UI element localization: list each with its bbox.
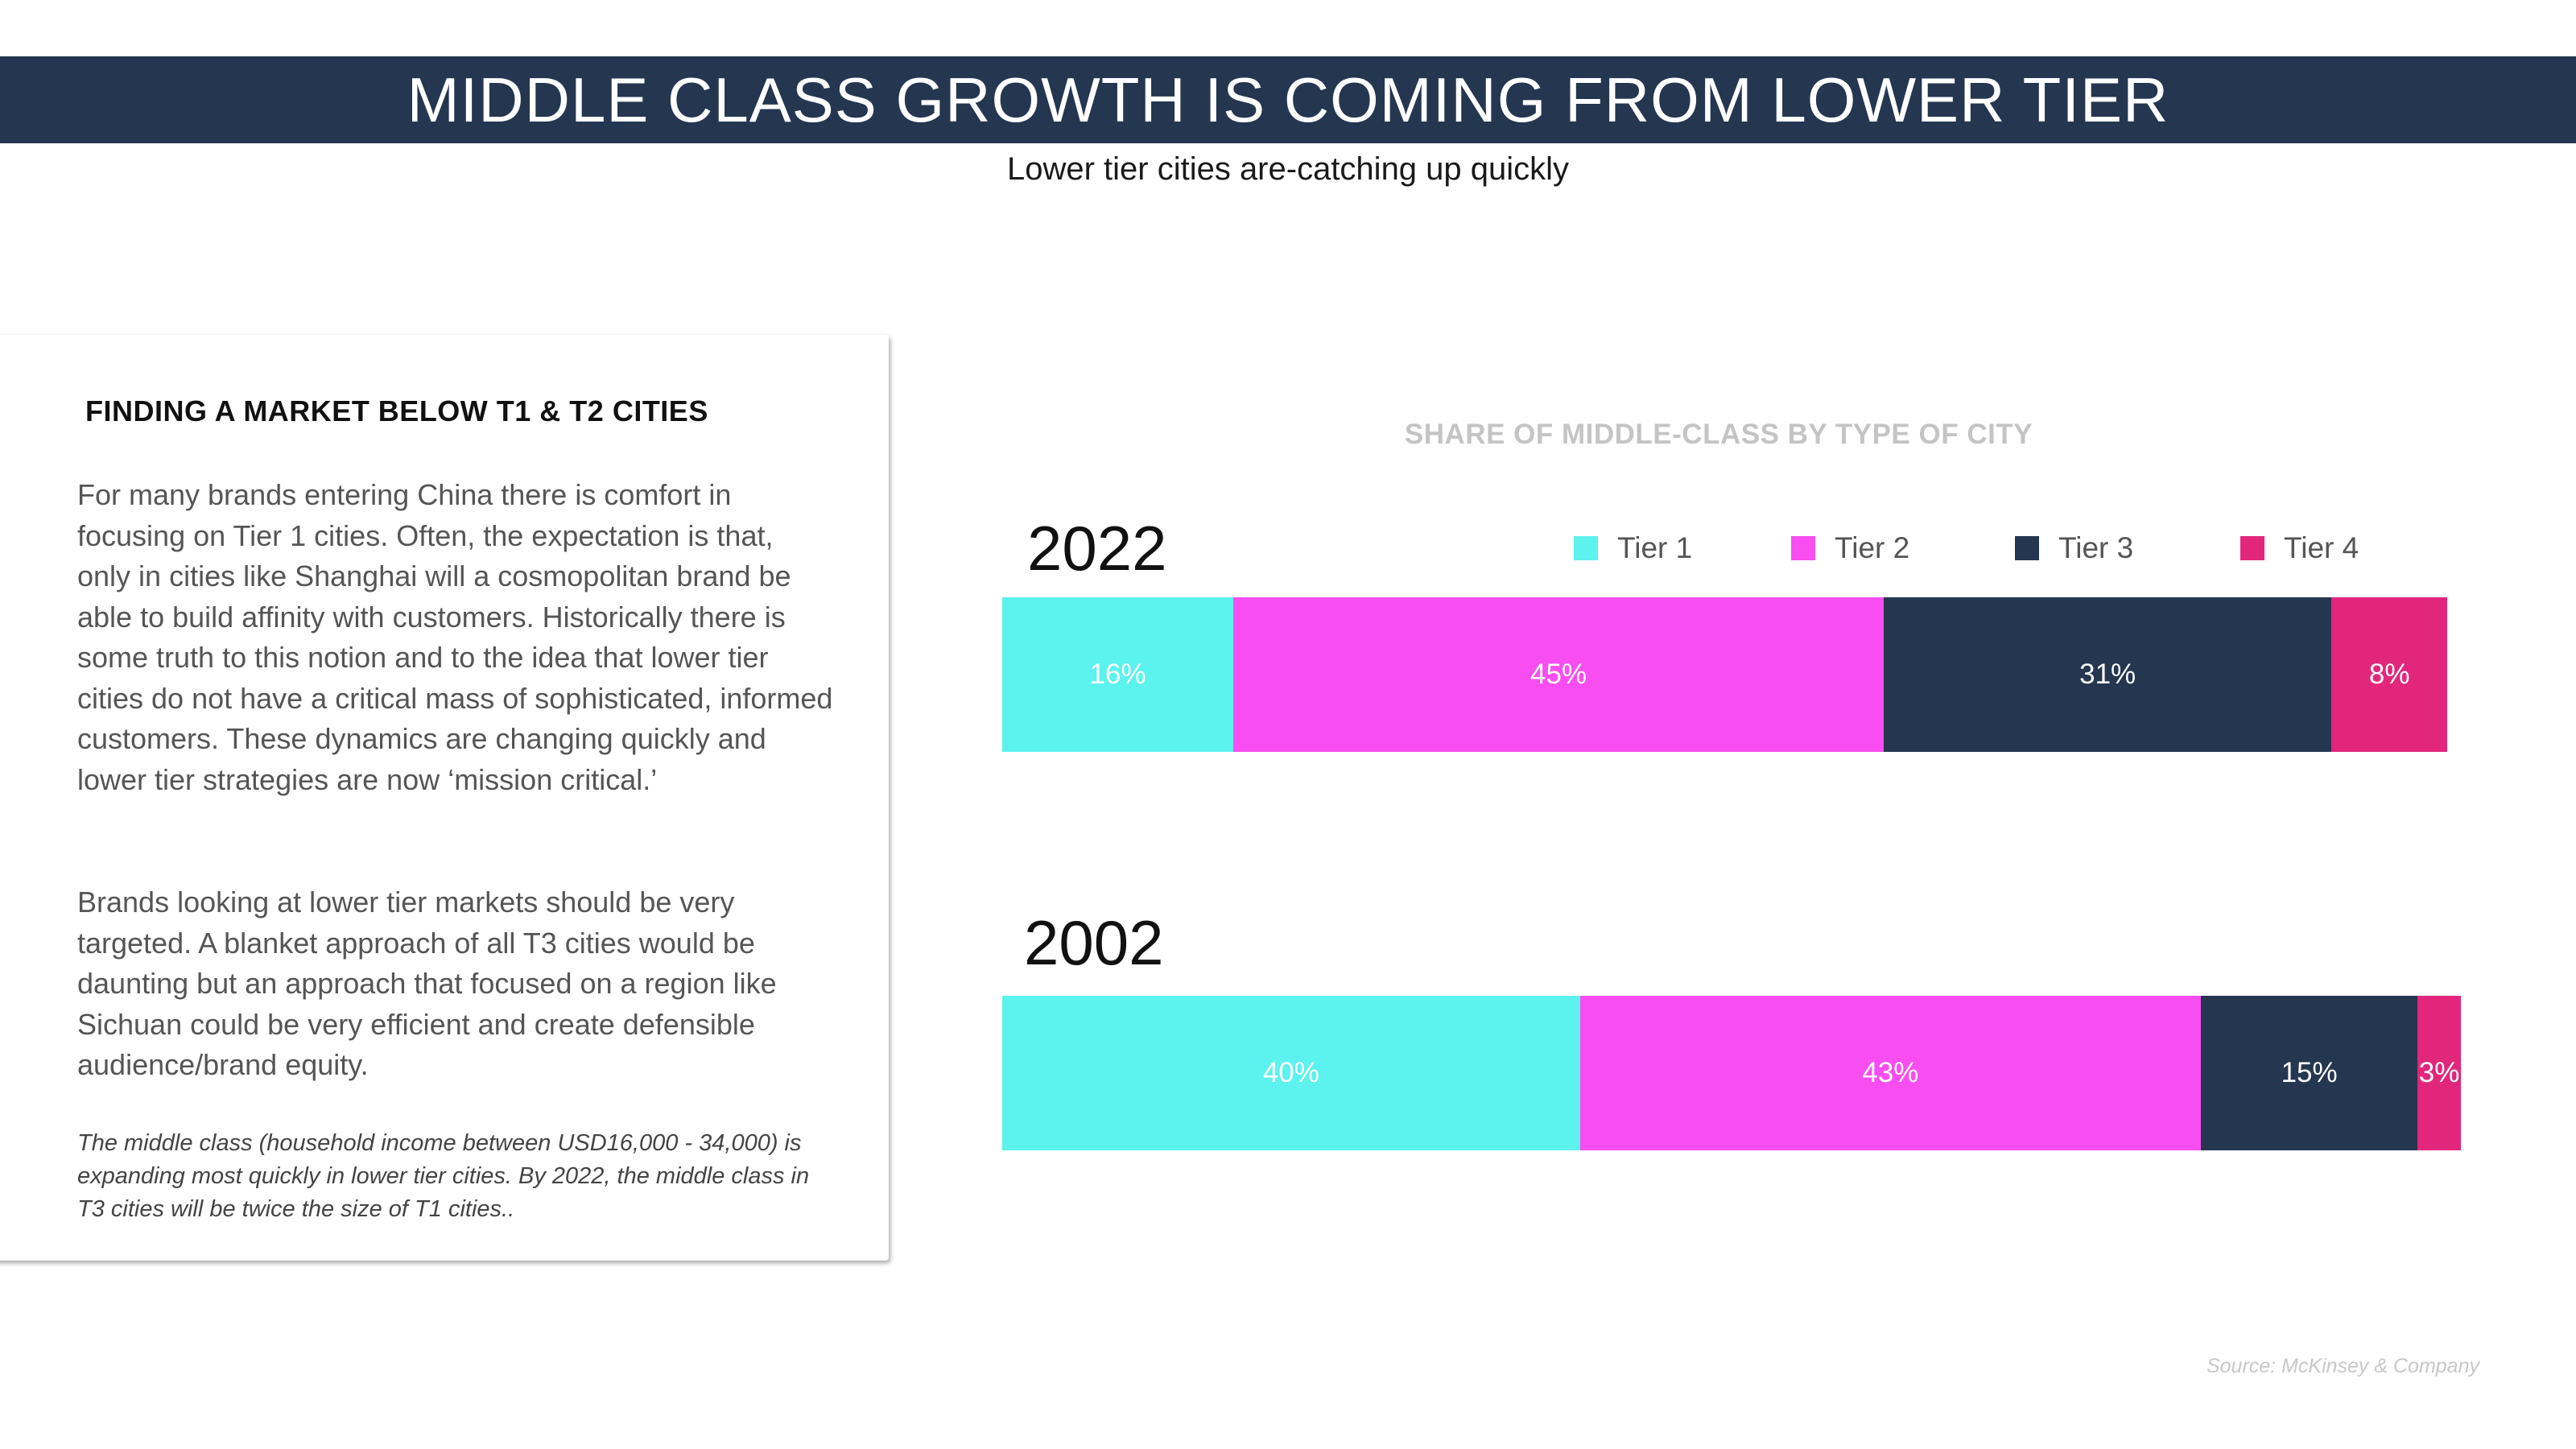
legend-swatch-tier1 (1574, 536, 1598, 560)
legend-label-tier1: Tier 1 (1617, 531, 1693, 564)
legend-label-tier4: Tier 4 (2284, 531, 2359, 564)
bar-segment-2002-tier2: 43% (1579, 996, 2202, 1150)
card-footnote: The middle class (household income betwe… (77, 1130, 810, 1222)
info-card (0, 335, 889, 1261)
legend-swatch-tier2 (1791, 536, 1815, 560)
legend-swatch-tier4 (2240, 536, 2264, 560)
data-label-2002-tier4: 3% (2418, 1057, 2460, 1088)
stacked-bar-2022: 16% 45% 31% 8% (1002, 597, 2447, 752)
data-label-2022-tier3: 31% (2079, 658, 2136, 690)
bar-segment-2002-tier3: 15% (2201, 996, 2418, 1150)
year-label-2002: 2002 (1024, 907, 1164, 978)
bar-segment-2022-tier1: 16% (1002, 597, 1234, 752)
card-heading: FINDING A MARKET BELOW T1 & T2 CITIES (85, 394, 708, 427)
data-label-2002-tier2: 43% (1862, 1057, 1919, 1088)
legend-label-tier3: Tier 3 (2058, 531, 2134, 564)
data-label-2022-tier2: 45% (1530, 658, 1587, 690)
legend-item-tier1: Tier 1 (1574, 531, 1692, 565)
card-paragraph-1: For many brands entering China there is … (77, 478, 833, 796)
legend-label-tier2: Tier 2 (1835, 531, 1910, 564)
chart-title: SHARE OF MIDDLE-CLASS BY TYPE OF CITY (1404, 419, 2033, 450)
bar-segment-2002-tier1: 40% (1002, 996, 1580, 1150)
card-paragraph-2: Brands looking at lower tier markets sho… (77, 886, 777, 1081)
stacked-bar-2002: 40% 43% 15% 3% (1002, 996, 2461, 1150)
data-label-2002-tier3: 15% (2281, 1057, 2338, 1088)
legend-item-tier4: Tier 4 (2240, 531, 2359, 565)
bar-segment-2022-tier4: 8% (2331, 597, 2447, 752)
source-credit: Source: McKinsey & Company (2206, 1355, 2479, 1377)
page-title: MIDDLE CLASS GROWTH IS COMING FROM LOWER… (407, 64, 2169, 135)
bar-segment-2022-tier3: 31% (1883, 597, 2332, 752)
bar-segment-2022-tier2: 45% (1233, 597, 1884, 752)
chart-legend: Tier 1 Tier 2 Tier 3 Tier 4 (1574, 531, 2459, 572)
legend-item-tier3: Tier 3 (2015, 531, 2133, 565)
data-label-2022-tier4: 8% (2368, 658, 2410, 690)
legend-item-tier2: Tier 2 (1791, 531, 1909, 565)
data-label-2022-tier1: 16% (1089, 658, 1146, 690)
data-label-2002-tier1: 40% (1262, 1057, 1319, 1088)
year-label-2022: 2022 (1027, 513, 1167, 584)
legend-swatch-tier3 (2015, 536, 2039, 560)
page-subtitle: Lower tier cities are-catching up quickl… (1006, 151, 1570, 187)
bar-segment-2002-tier4: 3% (2417, 996, 2461, 1150)
title-bar: MIDDLE CLASS GROWTH IS COMING FROM LOWER… (0, 56, 2576, 143)
